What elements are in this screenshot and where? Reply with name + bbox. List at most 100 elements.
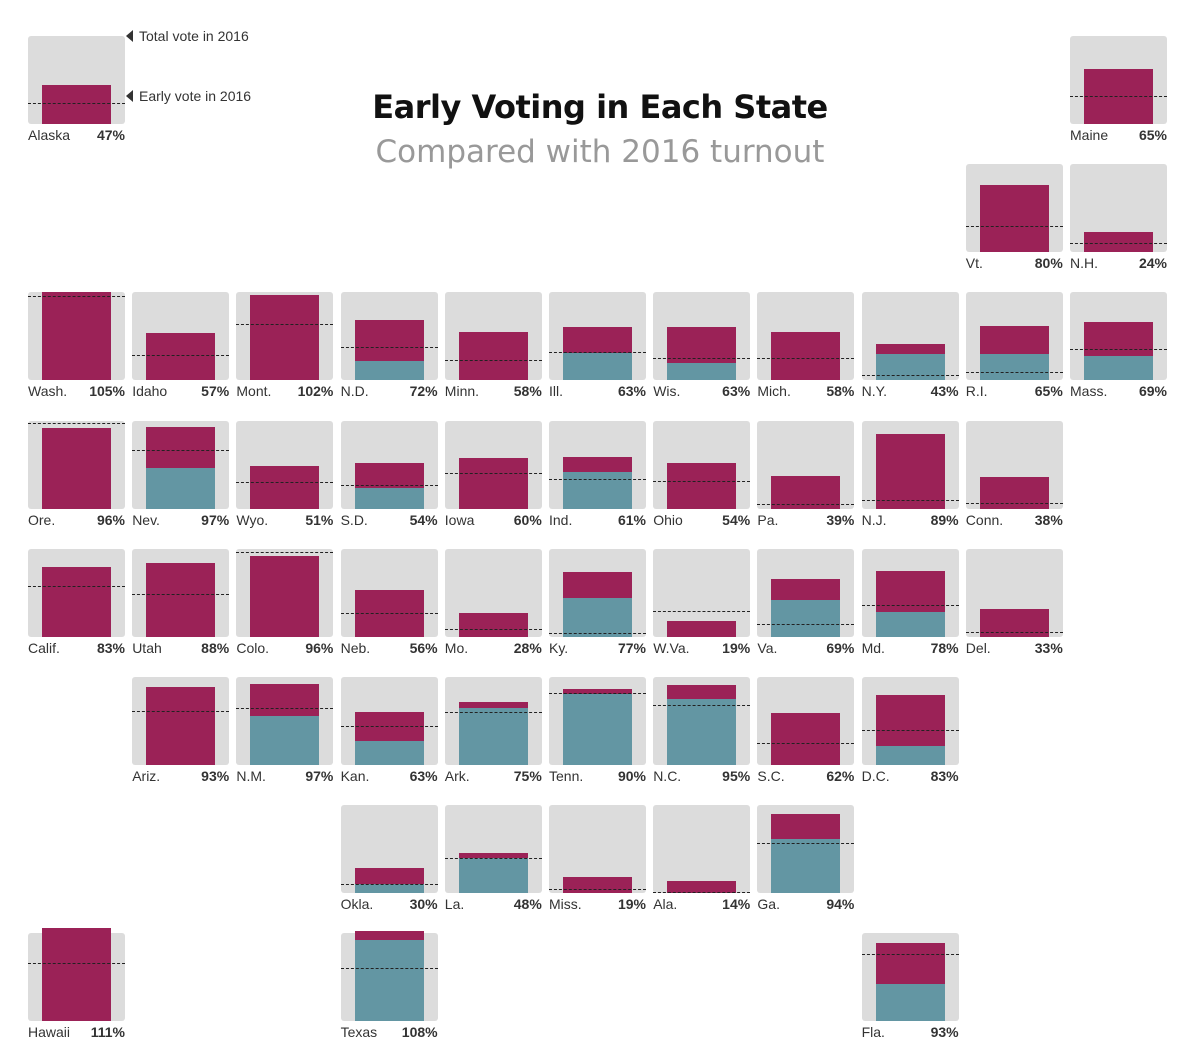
state-percent-label: 94%	[826, 896, 855, 913]
state-tile-nev: Nev. 97%	[132, 420, 230, 529]
state-percent-label: 54%	[409, 511, 438, 528]
state-tile-ga: Ga. 94%	[757, 805, 855, 913]
in-person-bar	[771, 331, 841, 381]
early-vote-2016-line	[28, 422, 125, 424]
in-person-bar	[458, 458, 528, 509]
state-tile-n-m: N.M. 97%	[236, 677, 334, 785]
early-vote-2016-line	[132, 593, 230, 595]
state-name-label: Ariz.	[132, 768, 161, 784]
early-vote-2016-line	[444, 473, 542, 475]
state-percent-label: 61%	[617, 511, 646, 528]
early-vote-2016-line	[549, 888, 646, 890]
state-tile-ohio: Ohio 54%	[653, 420, 751, 529]
state-percent-label: 102%	[297, 383, 334, 400]
state-tile-n-d: N.D. 72%	[340, 292, 438, 400]
state-percent-label: 93%	[201, 768, 230, 784]
state-name-label: N.D.	[340, 383, 369, 400]
state-tile-n-c: N.C. 95%	[653, 677, 751, 785]
state-tile-ala: Ala. 14%	[653, 805, 751, 913]
state-percent-label: 75%	[513, 768, 542, 784]
state-name-label: Mo.	[444, 639, 469, 656]
state-tile-md: Md. 78%	[861, 548, 959, 657]
state-percent-label: 28%	[513, 639, 542, 656]
state-name-label: Neb.	[340, 639, 371, 656]
state-percent-label: 90%	[617, 768, 646, 784]
state-name-label: Fla.	[861, 1024, 885, 1041]
in-person-bar	[458, 331, 528, 381]
tile-background	[653, 805, 751, 894]
state-name-label: S.D.	[340, 511, 368, 528]
state-name-label: Okla.	[340, 896, 374, 913]
early-vote-2016-line	[549, 692, 646, 694]
mail-bar	[771, 839, 841, 894]
state-percent-label: 96%	[96, 511, 125, 528]
state-percent-label: 97%	[305, 768, 334, 784]
state-name-label: Miss.	[549, 896, 582, 913]
state-tile-wis: Wis. 63%	[653, 292, 751, 400]
in-person-bar	[146, 686, 216, 765]
state-percent-label: 105%	[89, 383, 125, 400]
state-percent-label: 54%	[722, 511, 751, 528]
state-name-label: Calif.	[28, 639, 60, 656]
state-name-label: S.C.	[757, 768, 785, 784]
early-vote-2016-line	[236, 551, 334, 553]
state-percent-label: 39%	[826, 511, 855, 528]
state-name-label: Mich.	[757, 383, 791, 400]
early-vote-2016-line	[757, 624, 855, 626]
state-name-label: Ill.	[549, 383, 563, 400]
early-vote-2016-line	[444, 857, 542, 859]
state-name-label: Hawaii	[28, 1024, 71, 1041]
in-person-bar	[146, 332, 216, 381]
state-tile-n-h: N.H. 24%	[1070, 164, 1167, 272]
in-person-bar	[1084, 232, 1153, 253]
state-tile-colo: Colo. 96%	[236, 548, 334, 657]
early-vote-2016-line	[340, 967, 438, 969]
legend-total-label: Total vote in 2016	[139, 28, 249, 44]
state-tile-ill: Ill. 63%	[549, 292, 646, 400]
state-name-label: Mont.	[236, 383, 272, 400]
chart-subtitle: Compared with 2016 turnout	[375, 134, 825, 170]
mail-bar	[875, 353, 945, 381]
legend-early-vote: Early vote in 2016	[126, 88, 251, 104]
state-tile-alaska: Alaska 47%	[28, 36, 125, 144]
chart-title: Early Voting in Each State	[372, 88, 828, 126]
in-person-bar	[771, 712, 841, 765]
early-vote-2016-line	[1070, 242, 1167, 244]
mail-bar	[563, 352, 632, 381]
state-tile-n-j: N.J. 89%	[861, 420, 959, 529]
state-name-label: R.I.	[965, 383, 988, 400]
state-tile-la: La. 48%	[444, 805, 542, 913]
state-tile-r-i: R.I. 65%	[965, 292, 1063, 400]
mail-bar	[875, 611, 945, 637]
mail-bar	[146, 468, 216, 509]
in-person-bar	[875, 433, 945, 509]
state-percent-label: 96%	[305, 639, 334, 656]
state-tile-okla: Okla. 30%	[340, 805, 438, 913]
mail-bar	[875, 745, 945, 765]
early-vote-2016-line	[444, 629, 542, 631]
early-vote-2016-line	[965, 371, 1063, 373]
mail-bar	[458, 707, 528, 765]
early-vote-2016-line	[340, 613, 438, 615]
in-person-bar	[667, 881, 737, 894]
early-vote-2016-line	[132, 711, 230, 713]
state-tile-maine: Maine 65%	[1070, 36, 1167, 144]
early-vote-2016-line	[28, 103, 125, 104]
state-percent-label: 88%	[201, 639, 230, 656]
state-name-label: Minn.	[444, 383, 480, 400]
early-vote-2016-line	[757, 357, 855, 359]
state-name-label: Ind.	[549, 511, 573, 528]
state-tile-del: Del. 33%	[965, 548, 1063, 657]
state-percent-label: 14%	[722, 896, 751, 913]
state-name-label: N.M.	[236, 768, 266, 784]
early-vote-2016-line	[861, 604, 959, 606]
early-vote-2016-line	[757, 504, 855, 506]
state-tile-idaho: Idaho 57%	[132, 292, 230, 400]
mail-bar	[875, 983, 945, 1022]
early-vote-2016-line	[549, 632, 646, 634]
state-percent-label: 95%	[722, 768, 751, 784]
state-percent-label: 83%	[96, 639, 125, 656]
mail-bar	[250, 716, 320, 765]
mail-bar	[979, 354, 1049, 381]
state-tile-tenn: Tenn. 90%	[549, 677, 646, 785]
